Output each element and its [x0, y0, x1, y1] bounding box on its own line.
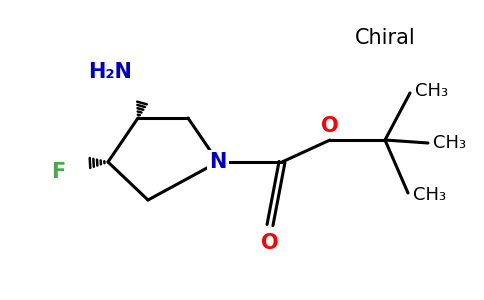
Text: O: O: [261, 233, 279, 253]
Text: N: N: [209, 152, 227, 172]
Text: H₂N: H₂N: [88, 62, 132, 82]
Text: Chiral: Chiral: [355, 28, 415, 48]
Text: CH₃: CH₃: [433, 134, 466, 152]
Text: CH₃: CH₃: [415, 82, 448, 100]
Text: CH₃: CH₃: [413, 186, 446, 204]
Text: F: F: [51, 162, 65, 182]
Text: O: O: [321, 116, 339, 136]
